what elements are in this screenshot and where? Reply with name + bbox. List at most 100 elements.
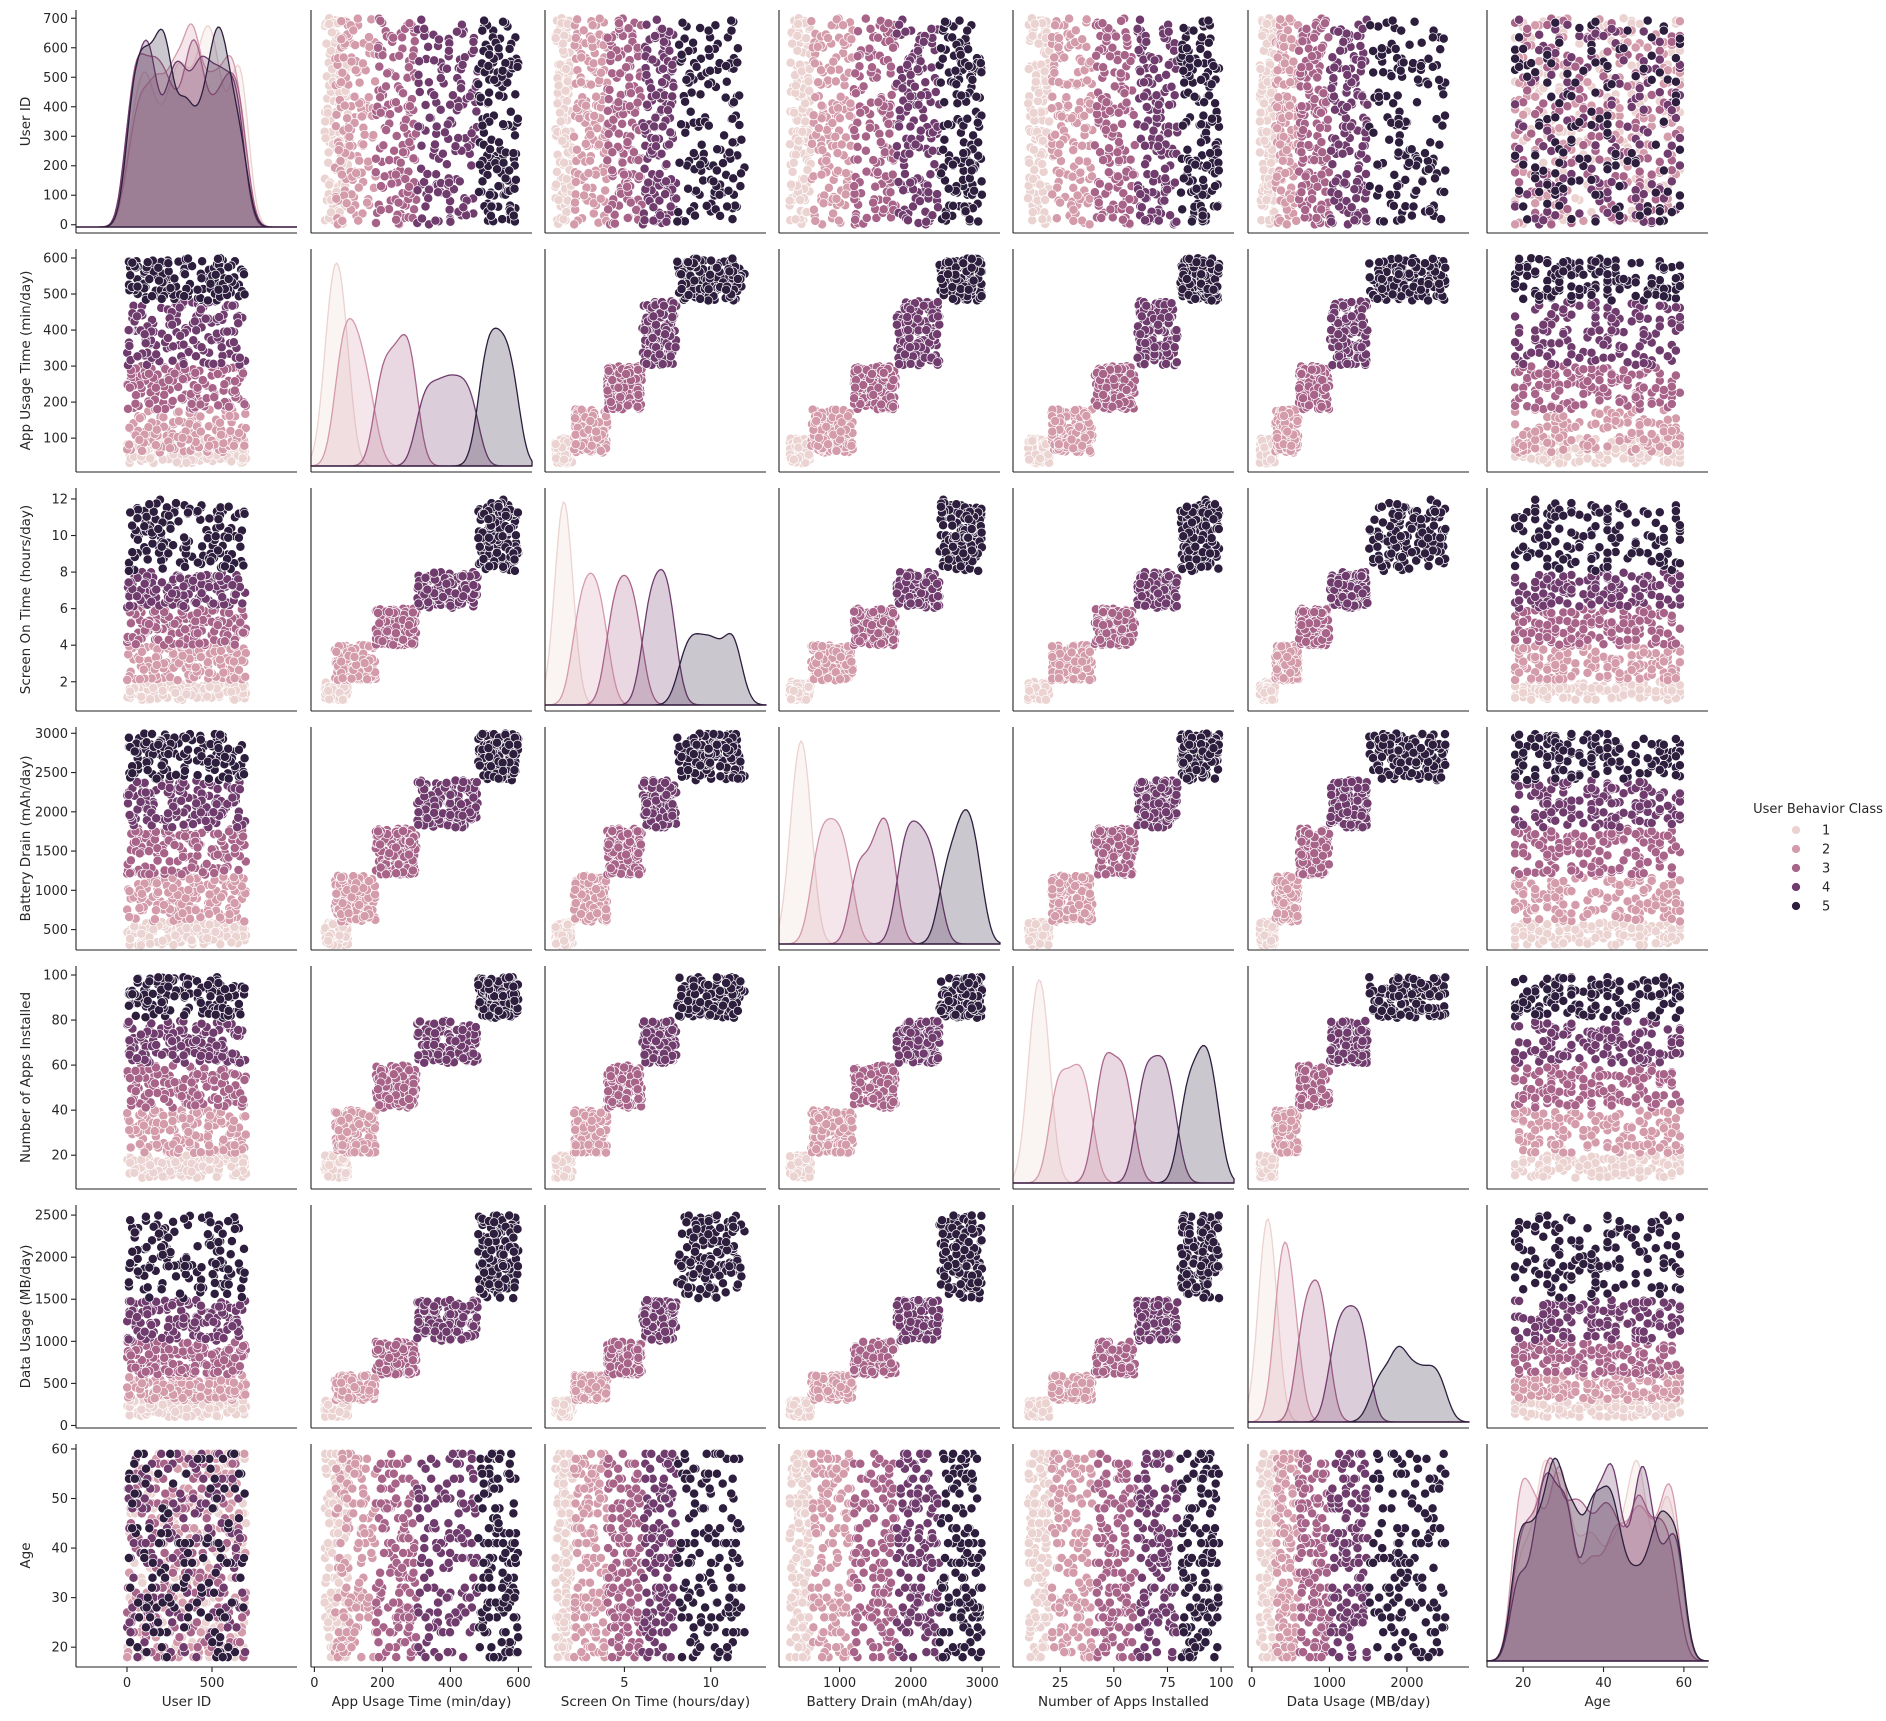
scatter-point bbox=[417, 15, 426, 24]
scatter-point bbox=[325, 180, 334, 189]
scatter-point bbox=[551, 34, 560, 43]
scatter-point bbox=[570, 198, 579, 207]
scatter-point bbox=[358, 59, 367, 68]
scatter-point bbox=[321, 117, 330, 126]
scatter-point bbox=[475, 160, 484, 169]
scatter-point bbox=[485, 88, 494, 97]
scatter-point bbox=[465, 92, 474, 101]
scatter-point bbox=[392, 215, 401, 224]
scatter-point bbox=[337, 170, 346, 179]
scatter-point bbox=[376, 205, 385, 214]
panel-0-2 bbox=[545, 10, 766, 233]
scatter-point bbox=[469, 46, 478, 55]
scatter-point bbox=[492, 165, 501, 174]
scatter-point bbox=[347, 57, 356, 66]
scatter-point bbox=[555, 108, 564, 117]
scatter-point bbox=[584, 169, 593, 178]
scatter-point bbox=[589, 209, 598, 218]
scatter-point bbox=[606, 51, 615, 60]
scatter-point bbox=[423, 169, 432, 178]
scatter-point bbox=[608, 148, 617, 157]
scatter-point bbox=[603, 156, 612, 165]
scatter-point bbox=[623, 138, 632, 147]
scatter-point bbox=[360, 130, 369, 139]
scatter-point bbox=[371, 77, 380, 86]
scatter-point bbox=[623, 213, 632, 222]
scatter-point bbox=[478, 121, 487, 130]
scatter-point bbox=[383, 69, 392, 78]
scatter-point bbox=[570, 220, 579, 229]
y-tick-label: 100 bbox=[43, 189, 68, 204]
scatter-point bbox=[420, 24, 429, 33]
scatter-point bbox=[558, 136, 567, 145]
scatter-point bbox=[595, 14, 604, 23]
scatter-point bbox=[581, 139, 590, 148]
scatter-point bbox=[337, 35, 346, 44]
scatter-point bbox=[585, 156, 594, 165]
scatter-point bbox=[342, 199, 351, 208]
scatter-point bbox=[409, 154, 418, 163]
scatter-point bbox=[325, 19, 334, 28]
scatter-point bbox=[446, 100, 455, 109]
scatter-point bbox=[581, 101, 590, 110]
scatter-point bbox=[593, 124, 602, 133]
y-tick-label: 500 bbox=[43, 71, 68, 86]
scatter-point bbox=[399, 148, 408, 157]
scatter-point bbox=[597, 57, 606, 66]
scatter-point bbox=[577, 53, 586, 62]
scatter-point bbox=[421, 202, 430, 211]
scatter-point bbox=[509, 211, 518, 220]
scatter-point bbox=[486, 211, 495, 220]
scatter-point bbox=[495, 91, 504, 100]
scatter-point bbox=[379, 141, 388, 150]
scatter-point bbox=[572, 145, 581, 154]
scatter-point bbox=[590, 111, 599, 120]
scatter-point bbox=[571, 190, 580, 199]
scatter-point bbox=[387, 179, 396, 188]
scatter-point bbox=[614, 19, 623, 28]
scatter-point bbox=[373, 43, 382, 52]
scatter-point bbox=[452, 27, 461, 36]
scatter-point bbox=[588, 21, 597, 30]
scatter-point bbox=[596, 194, 605, 203]
scatter-point bbox=[498, 17, 507, 26]
scatter-point bbox=[604, 205, 613, 214]
scatter-point bbox=[421, 100, 430, 109]
scatter-point bbox=[571, 33, 580, 42]
scatter-point bbox=[415, 87, 424, 96]
scatter-point bbox=[382, 126, 391, 135]
scatter-point bbox=[350, 92, 359, 101]
scatter-point bbox=[494, 138, 503, 147]
scatter-point bbox=[499, 120, 508, 129]
scatter-point bbox=[343, 114, 352, 123]
scatter-point bbox=[506, 107, 515, 116]
scatter-point bbox=[405, 19, 414, 28]
scatter-point bbox=[556, 117, 565, 126]
scatter-point bbox=[389, 33, 398, 42]
scatter-point bbox=[456, 84, 465, 93]
scatter-point bbox=[444, 178, 453, 187]
scatter-point bbox=[424, 194, 433, 203]
scatter-point bbox=[509, 149, 518, 158]
scatter-point bbox=[552, 167, 561, 176]
scatter-point bbox=[573, 15, 582, 24]
scatter-point bbox=[338, 68, 347, 77]
y-tick-label: 400 bbox=[43, 100, 68, 115]
scatter-point bbox=[604, 95, 613, 104]
scatter-point bbox=[355, 156, 364, 165]
scatter-point bbox=[430, 140, 439, 149]
scatter-point bbox=[405, 102, 414, 111]
y-tick-label: 0 bbox=[60, 218, 68, 233]
y-tick-label: 300 bbox=[43, 130, 68, 145]
scatter-point bbox=[405, 138, 414, 147]
scatter-point bbox=[511, 175, 520, 184]
scatter-point bbox=[351, 41, 360, 50]
scatter-point bbox=[459, 203, 468, 212]
scatter-point bbox=[604, 129, 613, 138]
scatter-point bbox=[442, 64, 451, 73]
scatter-point bbox=[392, 131, 401, 140]
scatter-point bbox=[430, 91, 439, 100]
scatter-point bbox=[398, 33, 407, 42]
scatter-point bbox=[391, 170, 400, 179]
scatter-point bbox=[580, 191, 589, 200]
